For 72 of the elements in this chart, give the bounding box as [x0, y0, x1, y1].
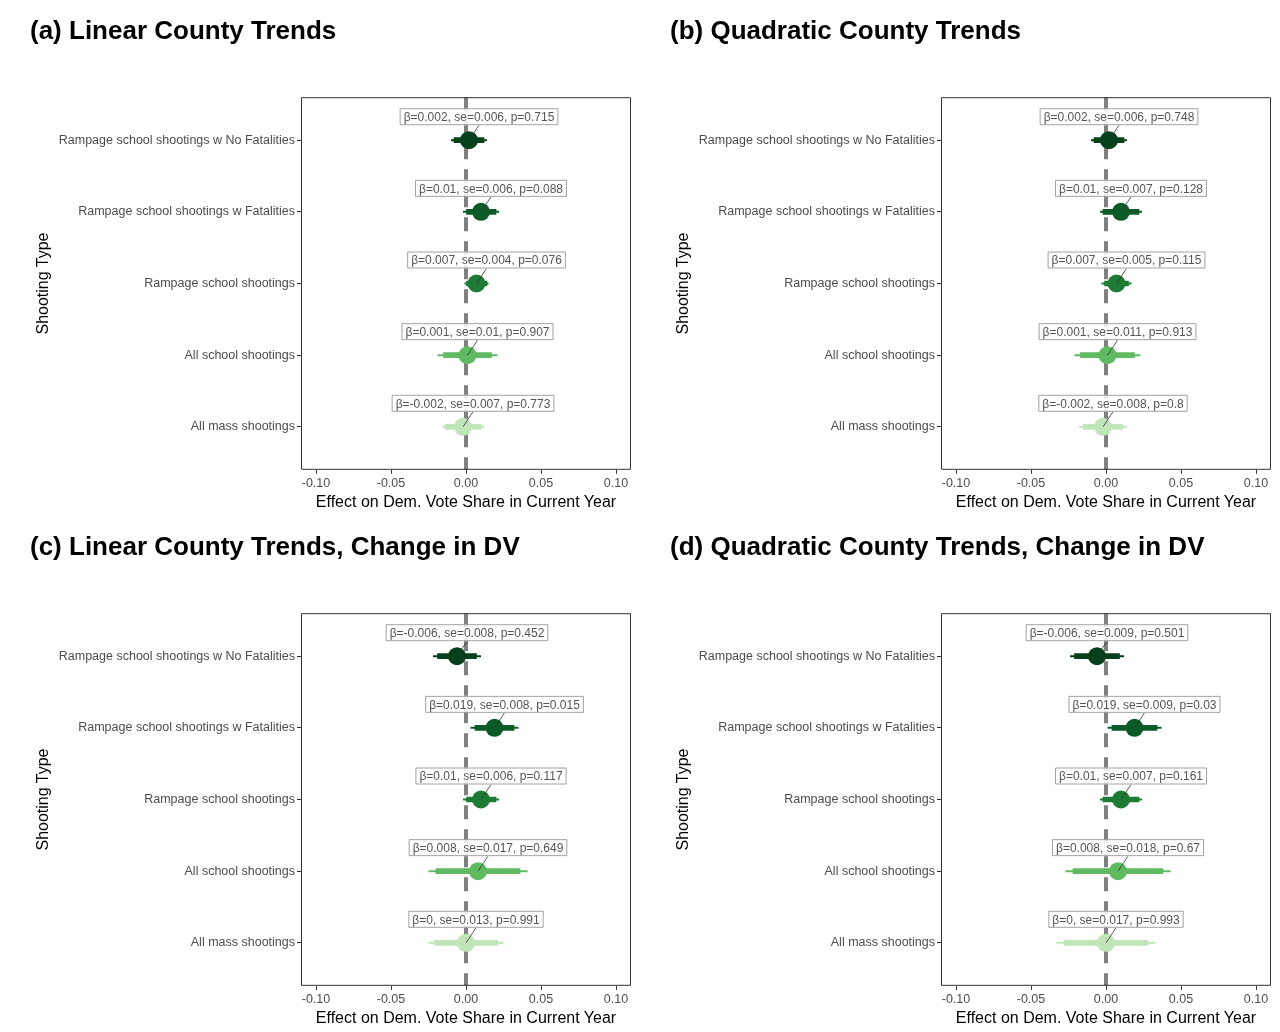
y-tick-label: All mass shootings — [190, 419, 295, 434]
y-tick-label: Rampage school shootings — [784, 275, 935, 290]
x-tick-label: 0.05 — [528, 991, 554, 1006]
x-tick-label: -0.05 — [376, 991, 406, 1006]
annotation: β=0.019, se=0.009, p=0.03 — [1072, 697, 1217, 712]
x-tick-label: -0.10 — [941, 475, 971, 490]
annotation: β=0.019, se=0.008, p=0.015 — [429, 697, 581, 712]
chart-title: (d) Quadratic County Trends, Change in DV — [670, 530, 1206, 561]
y-tick-label: All school shootings — [824, 347, 935, 362]
x-tick-label: 0.05 — [528, 475, 554, 490]
annotation: β=0.001, se=0.011, p=0.913 — [1042, 324, 1193, 339]
annotation: β=0.002, se=0.006, p=0.715 — [403, 110, 555, 124]
annotation: β=0.007, se=0.004, p=0.076 — [411, 253, 563, 268]
y-axis-title: Shooting Type — [674, 748, 692, 851]
x-tick-label: 0.10 — [603, 991, 629, 1006]
annotation: β=0.01, se=0.007, p=0.128 — [1058, 181, 1204, 196]
y-tick-label: Rampage school shootings w No Fatalities — [58, 648, 295, 663]
annotation: β=-0.002, se=0.007, p=0.773 — [395, 396, 551, 411]
y-tick-label: Rampage school shootings — [144, 791, 295, 806]
annotation: β=0.01, se=0.006, p=0.088 — [418, 181, 564, 196]
y-tick-label: Rampage school shootings w Fatalities — [78, 204, 295, 219]
annotation: β=0.01, se=0.006, p=0.117 — [419, 769, 563, 784]
chart-title: (a) Linear County Trends — [30, 14, 337, 45]
x-tick-label: -0.05 — [1016, 475, 1046, 490]
chart-title: (c) Linear County Trends, Change in DV — [30, 530, 521, 561]
y-tick-label: All mass shootings — [830, 419, 935, 434]
y-tick-label: Rampage school shootings w No Fatalities — [698, 132, 935, 147]
y-tick-label: Rampage school shootings w No Fatalities — [698, 648, 935, 663]
x-tick-label: 0.05 — [1168, 991, 1194, 1006]
x-tick-label: 0.10 — [603, 475, 629, 490]
y-tick-label: All school shootings — [184, 347, 295, 362]
x-tick-label: 0.05 — [1168, 475, 1194, 490]
chart-title: (b) Quadratic County Trends — [670, 14, 1022, 45]
x-tick-label: 0.00 — [1093, 991, 1119, 1006]
annotation: β=0, se=0.017, p=0.993 — [1052, 912, 1180, 927]
x-tick-label: 0.10 — [1243, 475, 1269, 490]
annotation: β=-0.002, se=0.008, p=0.8 — [1042, 396, 1184, 411]
y-tick-label: Rampage school shootings w Fatalities — [718, 720, 935, 735]
x-tick-label: -0.10 — [941, 991, 971, 1006]
x-tick-label: -0.05 — [1016, 991, 1046, 1006]
x-tick-label: 0.00 — [1093, 475, 1119, 490]
x-tick-label: -0.10 — [301, 991, 331, 1006]
y-tick-label: Rampage school shootings — [784, 791, 935, 806]
annotation: β=0.007, se=0.005, p=0.115 — [1051, 253, 1202, 268]
y-tick-label: Rampage school shootings w Fatalities — [718, 204, 935, 219]
y-tick-label: Rampage school shootings w Fatalities — [78, 720, 295, 735]
annotation: β=-0.006, se=0.009, p=0.501 — [1029, 626, 1185, 640]
x-tick-label: -0.10 — [301, 475, 331, 490]
annotation: β=0, se=0.013, p=0.991 — [412, 912, 540, 927]
annotation: β=0.001, se=0.01, p=0.907 — [405, 324, 550, 339]
y-tick-label: All school shootings — [184, 863, 295, 878]
x-axis-title: Effect on Dem. Vote Share in Current Year — [955, 492, 1257, 510]
y-tick-label: Rampage school shootings — [144, 275, 295, 290]
y-tick-label: All mass shootings — [190, 935, 295, 950]
y-tick-label: All mass shootings — [830, 935, 935, 950]
x-axis-title: Effect on Dem. Vote Share in Current Year — [315, 492, 617, 510]
y-tick-label: Rampage school shootings w No Fatalities — [58, 132, 295, 147]
annotation: β=0.008, se=0.018, p=0.67 — [1055, 840, 1201, 855]
x-tick-label: 0.00 — [453, 991, 479, 1006]
annotation: β=-0.006, se=0.008, p=0.452 — [389, 626, 545, 640]
annotation: β=0.008, se=0.017, p=0.649 — [412, 840, 564, 855]
y-tick-label: All school shootings — [824, 863, 935, 878]
x-axis-title: Effect on Dem. Vote Share in Current Year — [315, 1008, 617, 1026]
y-axis-title: Shooting Type — [674, 232, 692, 335]
x-tick-label: -0.05 — [376, 475, 406, 490]
x-axis-title: Effect on Dem. Vote Share in Current Year — [955, 1008, 1257, 1026]
x-tick-label: 0.10 — [1243, 991, 1269, 1006]
annotation: β=0.002, se=0.006, p=0.748 — [1043, 110, 1195, 124]
y-axis-title: Shooting Type — [34, 748, 52, 851]
y-axis-title: Shooting Type — [34, 232, 52, 335]
x-tick-label: 0.00 — [453, 475, 479, 490]
annotation: β=0.01, se=0.007, p=0.161 — [1058, 769, 1204, 784]
